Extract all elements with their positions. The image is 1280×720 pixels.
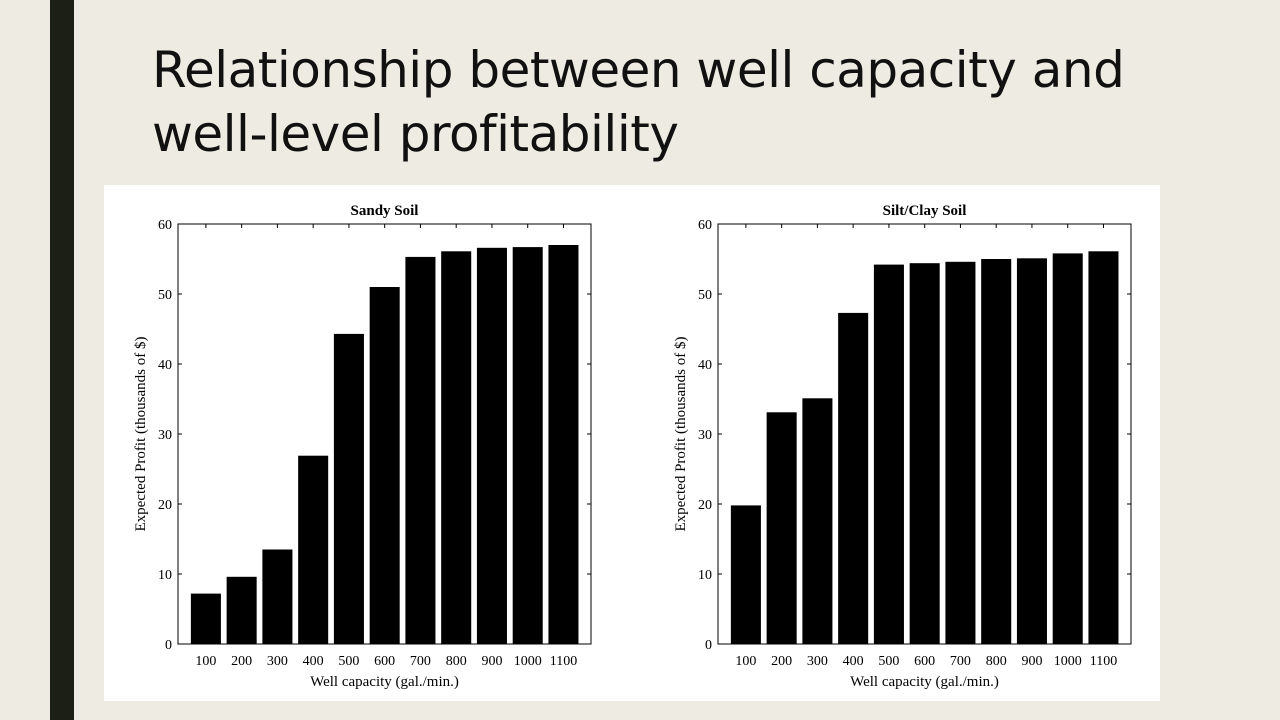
x-tick-label: 100 [195,654,216,669]
chart-2: 100 200 300 400 500 600 700 800 900 1000 1100 0 10 20… [673,203,1132,690]
x-tick-label: 100 [735,654,756,669]
bar [766,412,797,644]
bar-charts-svg: 100 200 300 400 500 600 700 800 900 1000 110001020… [133,203,1132,690]
y-tick-label: 60 [158,218,172,233]
y-tick-label: 40 [158,358,172,373]
x-tick-label: 900 [1021,654,1042,669]
x-tick-label: 600 [374,654,395,669]
x-tick-label: 200 [231,654,252,669]
bar [1016,258,1047,644]
chart-title: Silt/Clay Soil [883,203,967,219]
bar [838,312,869,644]
bar [1052,253,1083,644]
y-tick-label: 50 [698,288,712,303]
bar [405,256,436,644]
x-tick-label: 1100 [1090,654,1117,669]
bar [226,576,257,644]
bar [1088,251,1119,645]
x-tick-label: 200 [771,654,792,669]
y-tick-label: 0 [705,638,712,653]
x-tick-label: 300 [807,654,828,669]
y-tick-label: 10 [698,568,712,583]
bar [441,251,472,645]
y-tick-label: 60 [698,218,712,233]
bar [369,287,400,644]
bar [262,549,293,644]
x-tick-label: 1000 [514,654,542,669]
chart-1: 100 200 300 400 500 600 700 800 900 1000 1100 0 10 20… [133,203,592,690]
slide-title: Relationship between well capacity and w… [152,38,1232,166]
y-tick-label: 30 [698,428,712,443]
y-tick-label: 0 [165,638,172,653]
x-tick-label: 500 [338,654,359,669]
y-tick-label: 40 [698,358,712,373]
x-tick-label: 700 [950,654,971,669]
bar [981,259,1012,644]
bar [909,263,940,644]
x-tick-label: 300 [267,654,288,669]
bar [333,333,364,644]
bar [730,505,761,644]
bar [190,593,221,644]
bar [802,398,833,644]
y-axis-label: Expected Profit (thousands of $) [673,337,689,532]
x-tick-label: 900 [481,654,502,669]
y-tick-label: 20 [698,498,712,513]
y-tick-label: 30 [158,428,172,443]
x-tick-label: 800 [446,654,467,669]
bar [945,261,976,644]
slide-title-line-1: Relationship between well capacity and [152,41,1125,99]
y-tick-label: 10 [158,568,172,583]
x-tick-label: 800 [986,654,1007,669]
x-tick-label: 700 [410,654,431,669]
slide-title-line-2: well-level profitability [152,105,679,163]
y-tick-label: 20 [158,498,172,513]
x-tick-label: 1100 [550,654,577,669]
x-tick-label: 500 [878,654,899,669]
x-axis-label: Well capacity (gal./min.) [310,674,459,690]
x-tick-label: 1000 [1054,654,1082,669]
chart-figure: 100 200 300 400 500 600 700 800 900 1000 1100 0 10 20… [104,185,1160,701]
bar [548,245,579,644]
y-tick-label: 50 [158,288,172,303]
y-axis-label: Expected Profit (thousands of $) [133,337,149,532]
accent-side-bar [50,0,74,720]
x-tick-label: 400 [843,654,864,669]
bar [298,455,329,644]
bar [512,247,543,644]
chart-title: Sandy Soil [351,203,419,219]
x-axis-label: Well capacity (gal./min.) [850,674,999,690]
x-tick-label: 400 [303,654,324,669]
bar [873,264,904,644]
x-tick-label: 600 [914,654,935,669]
bar [476,247,507,645]
